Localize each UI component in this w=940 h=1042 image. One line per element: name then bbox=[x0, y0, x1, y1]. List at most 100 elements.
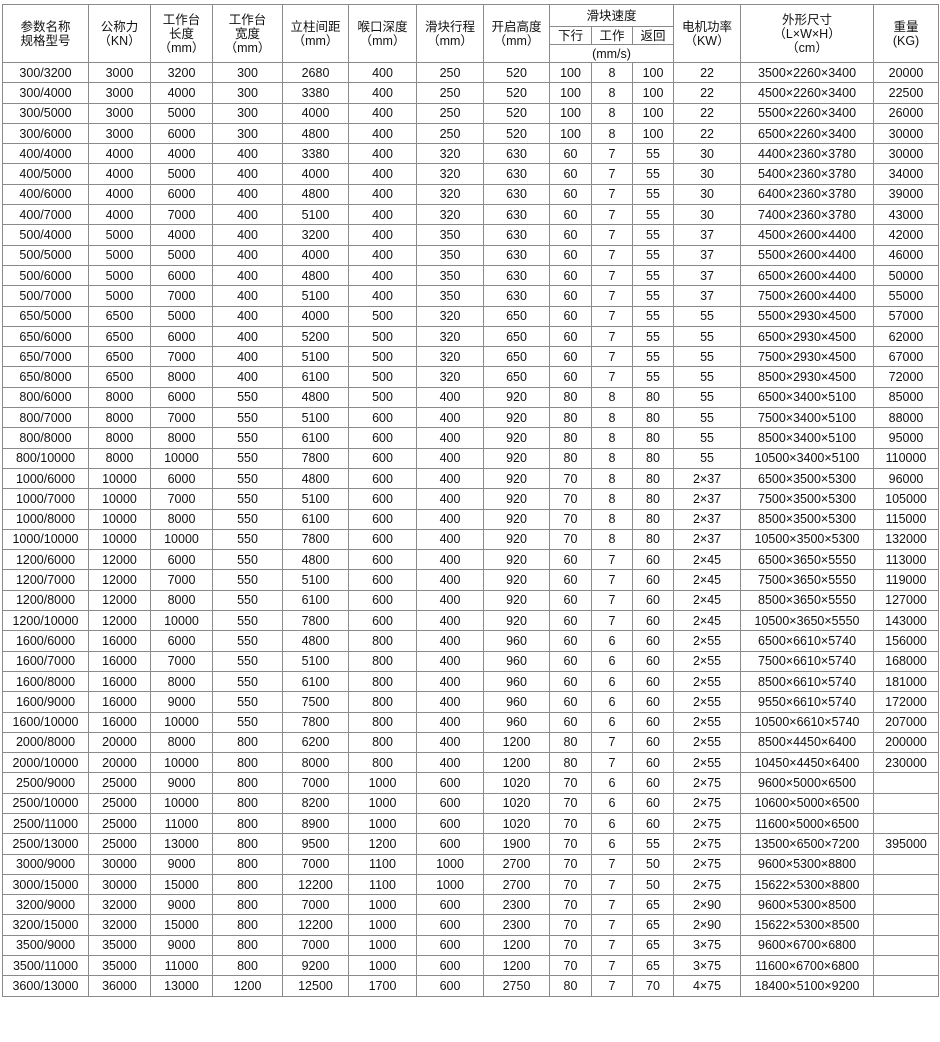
cell-motor-power: 55 bbox=[673, 305, 742, 327]
cell-force: 4000 bbox=[88, 143, 151, 165]
cell-motor-power: 22 bbox=[673, 61, 742, 84]
cell-table-width: 400 bbox=[212, 244, 283, 266]
cell-weight: 57000 bbox=[873, 305, 940, 327]
header-table-length: 工作台 长度 （mm） bbox=[150, 4, 213, 63]
cell-speed-down: 80 bbox=[549, 752, 592, 774]
table-row: 3500/11000 35000 11000 800 9200 1000 600 1200 70… bbox=[2, 955, 940, 977]
cell-weight: 181000 bbox=[873, 670, 940, 693]
cell-speed-work: 8 bbox=[591, 508, 633, 530]
cell-speed-down: 80 bbox=[549, 447, 592, 469]
header-open-height: 开启高度 （mm） bbox=[483, 4, 550, 63]
cell-dimensions: 13500×6500×7200 bbox=[740, 833, 875, 855]
cell-motor-power: 30 bbox=[673, 183, 742, 206]
cell-force: 3000 bbox=[88, 102, 151, 124]
table-row: 1600/6000 16000 6000 550 4800 800 400 960 60 6 60 2… bbox=[2, 630, 940, 652]
cell-table-width: 550 bbox=[212, 508, 283, 530]
cell-speed-return: 60 bbox=[631, 731, 675, 754]
cell-column-spacing: 7000 bbox=[282, 894, 349, 916]
cell-column-spacing: 4000 bbox=[282, 305, 349, 327]
header-speed-work: 工作 bbox=[591, 26, 633, 45]
cell-speed-work: 7 bbox=[591, 934, 633, 957]
cell-motor-power: 37 bbox=[673, 285, 742, 307]
cell-model: 2000/10000 bbox=[2, 752, 89, 774]
cell-speed-return: 60 bbox=[631, 610, 675, 632]
cell-dimensions: 6500×3400×5100 bbox=[740, 386, 875, 409]
cell-throat-depth: 800 bbox=[348, 691, 417, 713]
cell-open-height: 630 bbox=[483, 163, 550, 185]
cell-speed-return: 60 bbox=[631, 772, 675, 794]
cell-speed-work: 6 bbox=[591, 711, 633, 733]
cell-stroke: 400 bbox=[416, 630, 484, 652]
cell-model: 1600/6000 bbox=[2, 630, 89, 652]
cell-speed-return: 60 bbox=[631, 549, 675, 571]
cell-weight: 42000 bbox=[873, 224, 940, 246]
cell-weight: 143000 bbox=[873, 610, 940, 632]
cell-column-spacing: 7800 bbox=[282, 447, 349, 469]
header-model: 参数名称 规格型号 bbox=[2, 4, 89, 63]
cell-model: 1000/10000 bbox=[2, 528, 89, 551]
cell-motor-power: 2×55 bbox=[673, 691, 742, 713]
cell-speed-return: 55 bbox=[631, 204, 675, 226]
cell-force: 4000 bbox=[88, 163, 151, 185]
cell-force: 25000 bbox=[88, 772, 151, 794]
cell-speed-return: 80 bbox=[631, 467, 675, 490]
cell-speed-return: 55 bbox=[631, 285, 675, 307]
cell-motor-power: 2×45 bbox=[673, 589, 742, 612]
cell-throat-depth: 600 bbox=[348, 549, 417, 571]
cell-open-height: 920 bbox=[483, 569, 550, 591]
table-row: 1000/8000 10000 8000 550 6100 600 400 920 70 8 80 2… bbox=[2, 508, 940, 530]
cell-stroke: 1000 bbox=[416, 853, 484, 875]
cell-speed-return: 60 bbox=[631, 670, 675, 693]
cell-speed-work: 7 bbox=[591, 549, 633, 571]
cell-column-spacing: 12200 bbox=[282, 873, 349, 896]
cell-motor-power: 2×75 bbox=[673, 812, 742, 835]
cell-speed-return: 55 bbox=[631, 325, 675, 348]
cell-open-height: 630 bbox=[483, 183, 550, 206]
cell-stroke: 400 bbox=[416, 589, 484, 612]
cell-table-width: 800 bbox=[212, 752, 283, 774]
header-force: 公称力 （KN） bbox=[88, 4, 151, 63]
cell-throat-depth: 1000 bbox=[348, 792, 417, 814]
cell-speed-down: 70 bbox=[549, 792, 592, 814]
cell-model: 400/4000 bbox=[2, 143, 89, 165]
cell-column-spacing: 6100 bbox=[282, 366, 349, 388]
cell-model: 3000/15000 bbox=[2, 873, 89, 896]
cell-column-spacing: 4800 bbox=[282, 264, 349, 287]
cell-speed-return: 65 bbox=[631, 894, 675, 916]
cell-speed-down: 60 bbox=[549, 305, 592, 327]
cell-stroke: 600 bbox=[416, 894, 484, 916]
cell-force: 12000 bbox=[88, 569, 151, 591]
cell-motor-power: 22 bbox=[673, 102, 742, 124]
cell-table-width: 300 bbox=[212, 122, 283, 145]
cell-throat-depth: 1000 bbox=[348, 894, 417, 916]
cell-table-length: 10000 bbox=[150, 711, 213, 733]
cell-column-spacing: 7500 bbox=[282, 691, 349, 713]
cell-column-spacing: 2680 bbox=[282, 61, 349, 84]
cell-speed-down: 70 bbox=[549, 467, 592, 490]
cell-speed-work: 7 bbox=[591, 285, 633, 307]
cell-stroke: 320 bbox=[416, 305, 484, 327]
cell-speed-work: 7 bbox=[591, 346, 633, 368]
table-row: 1200/6000 12000 6000 550 4800 600 400 920 60 7 60 2… bbox=[2, 549, 940, 571]
cell-model: 300/6000 bbox=[2, 122, 89, 145]
cell-force: 3000 bbox=[88, 122, 151, 145]
cell-table-width: 550 bbox=[212, 630, 283, 652]
cell-force: 30000 bbox=[88, 853, 151, 875]
table-row: 3500/9000 35000 9000 800 7000 1000 600 1200 70 7 6… bbox=[2, 934, 940, 957]
cell-speed-return: 60 bbox=[631, 569, 675, 591]
cell-column-spacing: 5100 bbox=[282, 285, 349, 307]
cell-model: 500/5000 bbox=[2, 244, 89, 266]
table-row: 2500/10000 25000 10000 800 8200 1000 600 1020 70… bbox=[2, 792, 940, 814]
cell-weight: 113000 bbox=[873, 549, 940, 571]
cell-speed-return: 50 bbox=[631, 873, 675, 896]
header-table-width: 工作台 宽度 （mm） bbox=[212, 4, 283, 63]
cell-weight bbox=[873, 975, 940, 997]
cell-table-width: 400 bbox=[212, 285, 283, 307]
cell-stroke: 1000 bbox=[416, 873, 484, 896]
table-row: 3000/15000 30000 15000 800 12200 1100 1000 2700… bbox=[2, 873, 940, 896]
cell-force: 20000 bbox=[88, 752, 151, 774]
cell-dimensions: 8500×6610×5740 bbox=[740, 670, 875, 693]
cell-table-width: 400 bbox=[212, 204, 283, 226]
cell-stroke: 400 bbox=[416, 670, 484, 693]
cell-open-height: 960 bbox=[483, 711, 550, 733]
